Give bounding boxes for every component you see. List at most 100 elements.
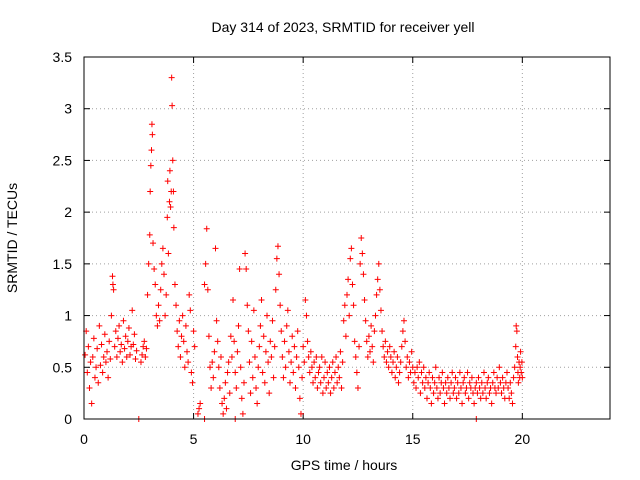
data-point bbox=[143, 345, 150, 352]
data-point bbox=[223, 405, 230, 412]
data-point bbox=[253, 384, 260, 391]
data-point bbox=[480, 369, 487, 376]
data-point bbox=[284, 307, 291, 314]
data-point bbox=[334, 379, 341, 386]
data-point bbox=[238, 395, 245, 402]
data-point bbox=[427, 384, 434, 391]
data-point bbox=[249, 374, 256, 381]
data-point bbox=[419, 379, 426, 386]
data-point bbox=[171, 281, 178, 288]
y-tick-labels: 0 0.5 1 1.5 2 2.5 3 3.5 bbox=[53, 49, 73, 427]
data-point bbox=[341, 302, 348, 309]
data-point bbox=[271, 343, 278, 350]
data-point bbox=[445, 384, 452, 391]
data-point bbox=[325, 379, 332, 386]
data-point bbox=[142, 353, 149, 360]
data-point bbox=[466, 379, 473, 386]
data-point bbox=[106, 338, 113, 345]
data-point bbox=[507, 379, 514, 386]
data-point bbox=[215, 364, 222, 371]
data-point bbox=[236, 266, 243, 273]
data-point bbox=[454, 379, 461, 386]
data-point bbox=[375, 260, 382, 267]
data-point bbox=[188, 369, 195, 376]
data-point bbox=[162, 312, 169, 319]
data-point bbox=[255, 364, 262, 371]
data-point bbox=[514, 353, 521, 360]
data-point bbox=[140, 343, 147, 350]
data-point bbox=[90, 335, 97, 342]
data-point bbox=[169, 102, 176, 109]
data-point bbox=[333, 353, 340, 360]
data-point bbox=[105, 374, 112, 381]
data-point bbox=[194, 410, 201, 417]
data-point bbox=[505, 384, 512, 391]
data-point bbox=[453, 395, 460, 402]
data-point bbox=[104, 348, 111, 355]
x-tick-label: 10 bbox=[295, 431, 311, 447]
data-point bbox=[269, 317, 276, 324]
data-point bbox=[372, 312, 379, 319]
data-point bbox=[130, 341, 137, 348]
data-point bbox=[346, 312, 353, 319]
x-axis-label: GPS time / hours bbox=[291, 457, 398, 473]
data-point bbox=[408, 348, 415, 355]
data-point bbox=[428, 400, 435, 407]
data-point bbox=[292, 384, 299, 391]
data-point bbox=[88, 400, 95, 407]
data-point bbox=[473, 379, 480, 386]
data-point bbox=[317, 379, 324, 386]
data-point bbox=[127, 351, 134, 358]
data-point bbox=[462, 390, 469, 397]
data-point bbox=[506, 395, 513, 402]
data-point bbox=[362, 317, 369, 324]
data-point bbox=[293, 353, 300, 360]
grid bbox=[84, 57, 610, 419]
data-point bbox=[353, 369, 360, 376]
data-point bbox=[153, 312, 160, 319]
data-point bbox=[452, 374, 459, 381]
data-point bbox=[517, 364, 524, 371]
data-point bbox=[369, 343, 376, 350]
data-point bbox=[231, 338, 238, 345]
data-point bbox=[201, 281, 208, 288]
data-point bbox=[328, 374, 335, 381]
data-point bbox=[168, 74, 175, 81]
data-point bbox=[354, 384, 361, 391]
data-point bbox=[494, 374, 501, 381]
data-point bbox=[315, 369, 322, 376]
data-point bbox=[117, 348, 124, 355]
data-point bbox=[350, 302, 357, 309]
data-point bbox=[352, 353, 359, 360]
data-point bbox=[388, 369, 395, 376]
data-point bbox=[360, 271, 367, 278]
data-points bbox=[82, 74, 526, 422]
data-point bbox=[256, 343, 263, 350]
data-point bbox=[145, 260, 152, 267]
data-point bbox=[243, 266, 250, 273]
data-point bbox=[456, 369, 463, 376]
data-point bbox=[347, 255, 354, 262]
data-point bbox=[302, 297, 309, 304]
data-point bbox=[196, 405, 203, 412]
data-point bbox=[114, 335, 121, 342]
data-point bbox=[305, 353, 312, 360]
x-tick-label: 20 bbox=[515, 431, 531, 447]
data-point bbox=[439, 369, 446, 376]
data-point bbox=[489, 379, 496, 386]
data-point bbox=[182, 322, 189, 329]
data-point bbox=[98, 341, 105, 348]
data-point bbox=[461, 374, 468, 381]
data-point bbox=[279, 353, 286, 360]
data-point bbox=[116, 322, 123, 329]
y-tick-label: 3 bbox=[64, 101, 72, 117]
data-point bbox=[289, 333, 296, 340]
data-point bbox=[394, 353, 401, 360]
data-point bbox=[403, 364, 410, 371]
data-point bbox=[447, 395, 454, 402]
data-point bbox=[488, 400, 495, 407]
data-point bbox=[180, 338, 187, 345]
data-point bbox=[268, 353, 275, 360]
data-point bbox=[131, 331, 138, 338]
data-point bbox=[361, 297, 368, 304]
